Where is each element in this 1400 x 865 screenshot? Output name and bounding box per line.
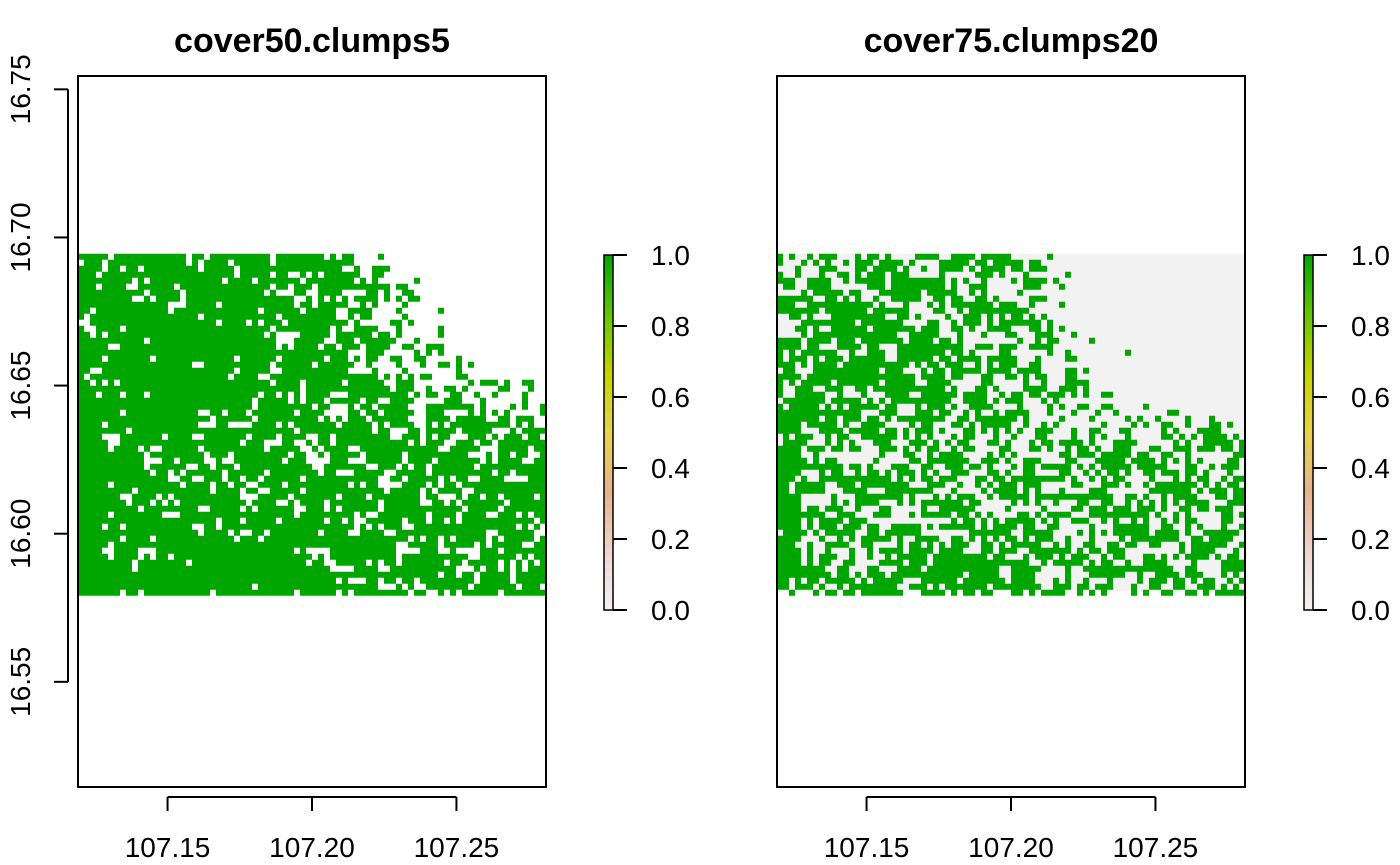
forest-cells — [777, 253, 1245, 596]
y-tick-label: 16.70 — [5, 202, 36, 272]
y-tick-label: 16.65 — [5, 351, 36, 421]
colorbar-tick-label: 0.6 — [651, 382, 690, 413]
raster-layer — [78, 253, 546, 596]
y-tick-label: 16.60 — [5, 499, 36, 569]
colorbar-frame — [1303, 254, 1314, 611]
x-tick-label: 107.15 — [125, 832, 211, 863]
colorbar-tick-label: 1.0 — [1351, 240, 1390, 271]
colorbar-tick-label: 0.8 — [651, 311, 690, 342]
colorbar-tick-label: 1.0 — [651, 240, 690, 271]
colorbar-tick-label: 0.0 — [1351, 595, 1390, 626]
legend-colorbar: 0.0 0.2 0.4 0.6 0.8 1.0 — [603, 240, 690, 626]
x-tick-label: 107.25 — [414, 832, 500, 863]
panel-cover50-clumps5: cover50.clumps5 107.15 107.20 107.25 16.55… — [5, 22, 690, 863]
colorbar-tick-label: 0.2 — [1351, 524, 1390, 555]
x-axis: 107.15 107.20 107.25 — [125, 796, 500, 863]
panel-cover75-clumps20: cover75.clumps20 107.15 107.20 107.25 0.00… — [776, 22, 1390, 863]
plot-frame — [77, 75, 547, 788]
colorbar-tick-label: 0.2 — [651, 524, 690, 555]
plot-frame — [776, 75, 1246, 788]
colorbar-tick-label: 0.4 — [651, 453, 690, 484]
panel-title: cover75.clumps20 — [864, 22, 1159, 60]
colorbar-tick-label: 0.0 — [651, 595, 690, 626]
y-tick-label: 16.55 — [5, 647, 36, 717]
colorbar-ramp — [1304, 255, 1313, 610]
colorbar-tick-label: 0.6 — [1351, 382, 1390, 413]
y-axis: 16.55 16.60 16.65 16.70 16.75 — [5, 54, 69, 717]
raster-layer — [777, 253, 1245, 596]
colorbar-frame — [603, 254, 614, 611]
y-tick-label: 16.75 — [5, 54, 36, 124]
x-axis: 107.15 107.20 107.25 — [824, 796, 1199, 863]
colorbar-tick-label: 0.8 — [1351, 311, 1390, 342]
x-tick-label: 107.20 — [968, 832, 1054, 863]
colorbar-tick-label: 0.4 — [1351, 453, 1390, 484]
panel-title: cover50.clumps5 — [174, 22, 450, 60]
forest-cells — [78, 253, 546, 596]
colorbar-ramp — [604, 255, 613, 610]
x-tick-label: 107.25 — [1113, 832, 1199, 863]
x-tick-label: 107.20 — [269, 832, 355, 863]
x-tick-label: 107.15 — [824, 832, 910, 863]
legend-colorbar: 0.0 0.2 0.4 0.6 0.8 1.0 — [1303, 240, 1390, 626]
